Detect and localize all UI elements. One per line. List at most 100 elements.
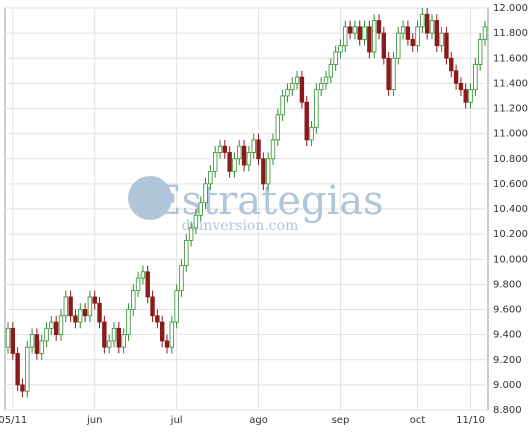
candle-body <box>357 26 362 40</box>
candle-body <box>400 26 406 34</box>
candle-body <box>140 271 146 279</box>
y-tick-label: 10.600 <box>493 179 528 190</box>
candle-body <box>25 346 30 392</box>
candle-body <box>227 152 232 172</box>
candle-body <box>5 327 11 348</box>
candle-body <box>92 296 97 304</box>
candle-body <box>169 321 175 348</box>
candles <box>5 8 488 398</box>
y-tick-label: 10.000 <box>493 254 528 265</box>
candle-body <box>367 26 372 53</box>
candle-body <box>444 32 449 59</box>
candle-body <box>58 315 64 336</box>
candle-body <box>217 145 223 153</box>
candle-body <box>102 321 107 348</box>
candle-body <box>68 296 73 317</box>
candle-body <box>246 152 252 166</box>
candle-body <box>396 32 401 59</box>
candle-body <box>415 26 420 47</box>
candle-body <box>343 26 348 47</box>
y-tick-label: 10.200 <box>493 229 528 240</box>
candle-body <box>294 76 300 84</box>
y-tick-label: 10.800 <box>493 154 528 165</box>
candle-body <box>20 384 25 392</box>
x-tick-label: jun <box>86 415 102 426</box>
candle-body <box>439 32 444 47</box>
candle-body <box>193 214 199 229</box>
candle-body <box>275 114 281 141</box>
candle-body <box>318 82 324 91</box>
x-tick-label: oct <box>410 415 426 426</box>
candle-body <box>15 353 20 386</box>
candle-body <box>241 145 247 166</box>
watermark-logo <box>128 176 172 220</box>
candle-body <box>131 290 136 310</box>
candle-body <box>352 26 358 34</box>
candle-body <box>347 26 353 34</box>
candle-body <box>386 57 391 91</box>
y-tick-label: 9.800 <box>493 279 522 290</box>
candle-body <box>34 334 40 354</box>
candle-body <box>126 309 131 336</box>
y-tick-label: 9.000 <box>493 380 522 391</box>
y-tick-label: 11.400 <box>493 78 528 89</box>
candle-body <box>203 183 208 204</box>
candle-body <box>424 13 430 34</box>
y-tick-label: 12.000 <box>493 3 528 14</box>
candle-body <box>29 334 35 348</box>
candle-body <box>78 309 83 323</box>
y-tick-label: 11.000 <box>493 129 528 140</box>
candle-body <box>285 89 290 97</box>
candle-body <box>222 145 228 153</box>
candle-body <box>405 26 411 40</box>
candle-body <box>434 20 440 47</box>
y-tick-label: 9.200 <box>493 355 522 366</box>
candle-body <box>184 240 189 266</box>
y-tick-label: 9.600 <box>493 305 522 316</box>
candle-body <box>371 20 377 53</box>
y-tick-label: 8.800 <box>493 405 522 416</box>
candle-body <box>73 315 78 323</box>
candle-body <box>150 296 155 317</box>
candle-body <box>155 315 160 323</box>
candle-body <box>49 321 54 329</box>
x-tick-label: 11/10 <box>456 415 485 426</box>
y-tick-label: 10.400 <box>493 204 528 215</box>
candle-body <box>53 321 59 336</box>
candle-body <box>333 51 338 65</box>
candle-body <box>145 271 150 298</box>
candle-body <box>463 89 468 103</box>
candle-body <box>39 340 44 354</box>
candle-body <box>280 95 285 116</box>
candle-body <box>111 327 117 342</box>
candle-body <box>468 89 473 103</box>
candle-body <box>338 45 343 53</box>
candle-body <box>381 32 387 59</box>
candle-body <box>391 57 396 91</box>
x-tick-label: jul <box>170 415 183 426</box>
candle-body <box>290 82 295 91</box>
candle-body <box>482 26 488 40</box>
candle-body <box>270 139 276 160</box>
candle-body <box>97 302 102 323</box>
candle-body <box>208 170 213 185</box>
x-tick-label: sep <box>332 415 350 426</box>
watermark: Estrategias deinversion.com <box>128 176 384 234</box>
y-tick-label: 11.800 <box>493 28 528 39</box>
candle-body <box>299 76 305 103</box>
candle-body <box>473 64 478 91</box>
candle-body <box>429 20 435 34</box>
grid <box>5 7 488 411</box>
candle-body <box>309 126 314 141</box>
candle-body <box>256 139 261 160</box>
candle-body <box>458 82 464 91</box>
candle-body <box>449 57 454 72</box>
candle-body <box>164 340 170 348</box>
candle-body <box>376 20 382 34</box>
candle-body <box>82 309 88 317</box>
candle-body <box>453 70 459 84</box>
candle-body <box>328 64 334 78</box>
candle-body <box>251 139 256 153</box>
candle-body <box>198 202 203 216</box>
